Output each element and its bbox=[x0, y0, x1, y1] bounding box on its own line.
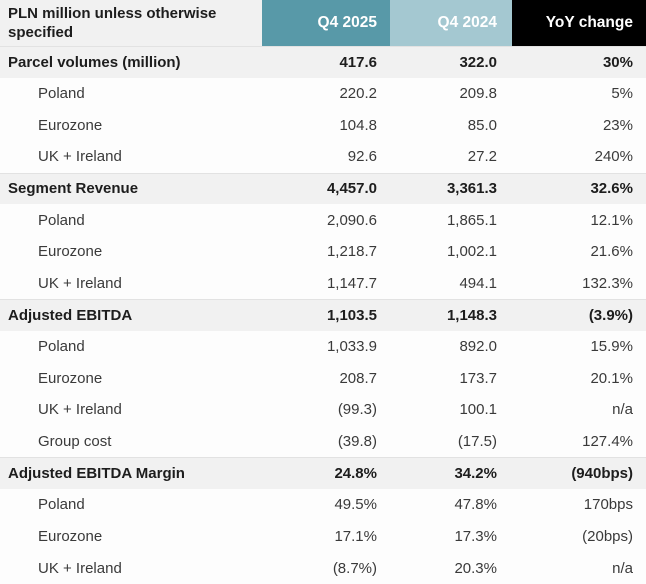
q4-2025-value: (8.7%) bbox=[332, 559, 377, 577]
q4-2024-value: 27.2 bbox=[467, 148, 497, 166]
section-row-parcel-volumes: Parcel volumes (million) 417.6 322.0 30% bbox=[0, 46, 646, 78]
row-label: Eurozone bbox=[38, 116, 103, 134]
q4-2024-value: 3,361.3 bbox=[446, 180, 497, 198]
row-label: Poland bbox=[38, 338, 85, 356]
q4-2025-value: 24.8% bbox=[334, 465, 377, 483]
yoy-change-value: 20.1% bbox=[590, 369, 633, 387]
section-row-adjusted-ebitda: Adjusted EBITDA 1,103.5 1,148.3 (3.9%) bbox=[0, 299, 646, 331]
row-label: UK + Ireland bbox=[38, 559, 122, 577]
section-row-adjusted-ebitda-margin: Adjusted EBITDA Margin 24.8% 34.2% (940b… bbox=[0, 457, 646, 489]
q4-2025-value: 208.7 bbox=[339, 369, 377, 387]
q4-2024-value: 47.8% bbox=[454, 496, 497, 514]
q4-2024-value: 209.8 bbox=[459, 84, 497, 102]
yoy-change-value: 30% bbox=[602, 53, 633, 71]
yoy-change-value: n/a bbox=[612, 401, 633, 419]
table-row-poland: Poland 220.2 209.8 5% bbox=[0, 77, 646, 110]
yoy-change-value: 21.6% bbox=[590, 243, 633, 261]
q4-2025-value: 92.6 bbox=[347, 148, 377, 166]
table-header-row: PLN million unless otherwise specified Q… bbox=[0, 0, 646, 46]
yoy-change-value: 12.1% bbox=[590, 211, 633, 229]
table-row-eurozone: Eurozone 208.7 173.7 20.1% bbox=[0, 362, 646, 395]
table-row-uk-ireland: UK + Ireland (99.3) 100.1 n/a bbox=[0, 394, 646, 426]
row-label: Group cost bbox=[38, 433, 112, 450]
row-label: Poland bbox=[38, 211, 85, 229]
yoy-change-value: 5% bbox=[611, 84, 633, 102]
table-corner-header: PLN million unless otherwise specified bbox=[8, 5, 217, 41]
row-label: Adjusted EBITDA bbox=[8, 306, 133, 324]
table-row-uk-ireland: UK + Ireland (8.7%) 20.3% n/a bbox=[0, 552, 646, 584]
yoy-change-value: 240% bbox=[594, 148, 633, 166]
yoy-change-value: 15.9% bbox=[590, 338, 633, 356]
q4-2025-value: 17.1% bbox=[334, 527, 377, 545]
q4-2024-value: 85.0 bbox=[467, 116, 497, 134]
row-label: Segment Revenue bbox=[8, 180, 139, 198]
q4-2024-value: 494.1 bbox=[459, 274, 497, 292]
row-label: Poland bbox=[38, 84, 85, 102]
table-row-poland: Poland 2,090.6 1,865.1 12.1% bbox=[0, 204, 646, 236]
table-row-eurozone: Eurozone 1,218.7 1,002.1 21.6% bbox=[0, 235, 646, 268]
row-label: UK + Ireland bbox=[38, 401, 122, 419]
q4-2024-value: 892.0 bbox=[459, 338, 497, 356]
column-header-q4-2024: Q4 2024 bbox=[390, 0, 512, 46]
yoy-change-value: (940bps) bbox=[571, 465, 633, 483]
table-row-poland: Poland 49.5% 47.8% 170bps bbox=[0, 488, 646, 521]
row-label: Eurozone bbox=[38, 369, 103, 387]
yoy-change-value: 23% bbox=[602, 116, 633, 134]
q4-2025-value: 220.2 bbox=[339, 84, 377, 102]
section-row-segment-revenue: Segment Revenue 4,457.0 3,361.3 32.6% bbox=[0, 172, 646, 205]
q4-2024-value: 322.0 bbox=[459, 53, 497, 71]
yoy-change-value: 170bps bbox=[583, 496, 633, 514]
q4-2025-value: (99.3) bbox=[337, 401, 377, 419]
q4-2025-value: 49.5% bbox=[334, 496, 377, 514]
q4-2025-value: 4,457.0 bbox=[326, 180, 377, 198]
q4-2024-value: 20.3% bbox=[454, 559, 497, 577]
yoy-change-value: 32.6% bbox=[590, 180, 633, 198]
q4-2025-value: 417.6 bbox=[339, 53, 377, 71]
row-label: UK + Ireland bbox=[38, 148, 122, 166]
column-header-yoy-change: YoY change bbox=[512, 0, 646, 46]
q4-2025-value: 1,147.7 bbox=[326, 274, 377, 292]
q4-2024-value: 34.2% bbox=[454, 465, 497, 483]
column-header-q4-2025: Q4 2025 bbox=[262, 0, 390, 46]
table-row-uk-ireland: UK + Ireland 92.6 27.2 240% bbox=[0, 140, 646, 173]
table-row-poland: Poland 1,033.9 892.0 15.9% bbox=[0, 330, 646, 363]
q4-2024-value: 100.1 bbox=[459, 401, 497, 419]
q4-2024-value: 1,148.3 bbox=[446, 306, 497, 324]
yoy-change-value: 132.3% bbox=[582, 274, 633, 292]
q4-2025-value: 1,218.7 bbox=[326, 243, 377, 261]
table-row-uk-ireland: UK + Ireland 1,147.7 494.1 132.3% bbox=[0, 267, 646, 300]
row-label: Eurozone bbox=[38, 243, 103, 261]
yoy-change-value: n/a bbox=[612, 559, 633, 577]
row-label: Poland bbox=[38, 496, 85, 514]
yoy-change-value: 127.4% bbox=[582, 433, 633, 450]
q4-2025-value: 2,090.6 bbox=[326, 211, 377, 229]
row-label: Parcel volumes (million) bbox=[8, 53, 181, 71]
q4-2024-value: 1,002.1 bbox=[446, 243, 497, 261]
q4-2025-value: (39.8) bbox=[337, 433, 377, 450]
yoy-change-value: (20bps) bbox=[582, 527, 633, 545]
table-row-eurozone: Eurozone 17.1% 17.3% (20bps) bbox=[0, 520, 646, 553]
table-row-group-cost: Group cost (39.8) (17.5) 127.4% bbox=[0, 425, 646, 458]
table-row-eurozone: Eurozone 104.8 85.0 23% bbox=[0, 109, 646, 141]
row-label: Adjusted EBITDA Margin bbox=[8, 465, 185, 483]
q4-2024-value: 1,865.1 bbox=[446, 211, 497, 229]
q4-2024-value: (17.5) bbox=[457, 433, 497, 450]
yoy-change-value: (3.9%) bbox=[588, 306, 633, 324]
q4-2025-value: 104.8 bbox=[339, 116, 377, 134]
q4-2024-value: 17.3% bbox=[454, 527, 497, 545]
q4-2025-value: 1,103.5 bbox=[326, 306, 377, 324]
q4-2025-value: 1,033.9 bbox=[326, 338, 377, 356]
row-label: Eurozone bbox=[38, 527, 103, 545]
q4-2024-value: 173.7 bbox=[459, 369, 497, 387]
row-label: UK + Ireland bbox=[38, 274, 122, 292]
